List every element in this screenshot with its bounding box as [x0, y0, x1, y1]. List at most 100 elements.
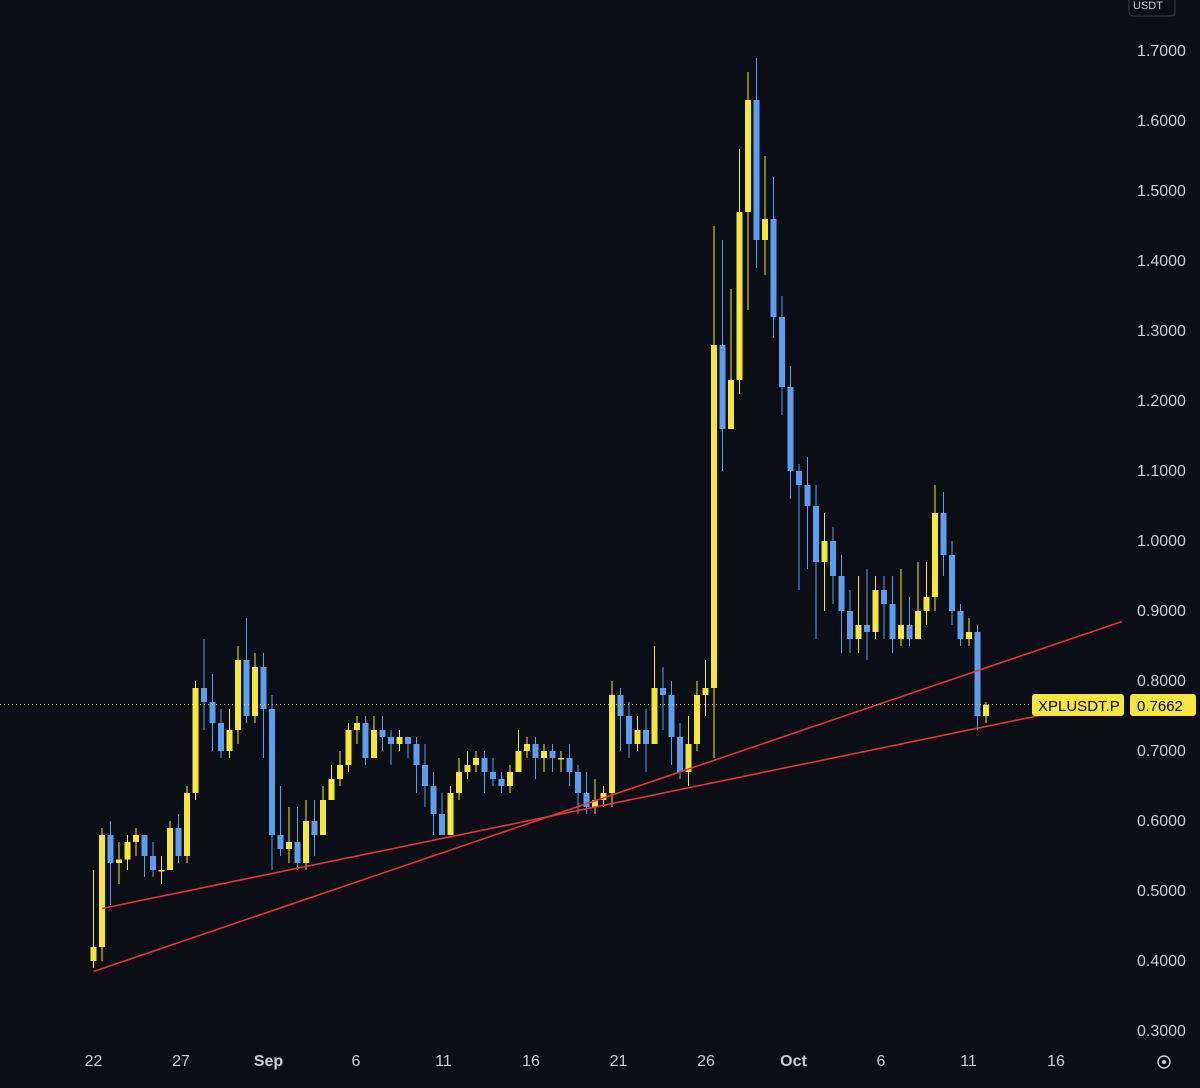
- candle: [379, 716, 386, 751]
- trendlines-layer: [93, 620, 1123, 973]
- candle-body: [371, 730, 377, 758]
- candle-body: [490, 772, 496, 779]
- candle-body: [957, 611, 964, 639]
- candle: [830, 527, 836, 604]
- candle: [821, 513, 828, 611]
- price-tick-label: 0.5000: [1137, 883, 1186, 900]
- candle: [915, 562, 921, 639]
- candle: [362, 716, 369, 765]
- candle: [813, 485, 819, 639]
- candle: [592, 779, 598, 814]
- candle-body: [889, 604, 896, 639]
- price-axis[interactable]: 0.3000 0.4000 0.5000 0.6000 0.7000 0.8000 0.90…: [1137, 43, 1186, 1040]
- candle: [439, 793, 445, 835]
- candle: [889, 576, 896, 653]
- candle-body: [422, 765, 428, 786]
- candle-body: [940, 513, 947, 555]
- candle-body: [473, 758, 479, 765]
- candle-body: [481, 758, 488, 772]
- candle: [430, 772, 437, 835]
- candle-body: [847, 611, 853, 639]
- price-tick-label: 1.1000: [1137, 463, 1186, 480]
- candle: [498, 772, 505, 793]
- candle-body: [558, 758, 564, 760]
- candle: [218, 709, 224, 758]
- candle: [252, 653, 258, 723]
- candle-body: [881, 590, 887, 604]
- time-tick-label: 26: [697, 1053, 715, 1070]
- candle-body: [243, 660, 250, 716]
- candle-body: [855, 625, 862, 639]
- candle: [532, 737, 539, 779]
- candle-body: [362, 723, 369, 758]
- candle-body: [107, 835, 114, 863]
- price-tick-label: 0.8000: [1137, 673, 1186, 690]
- settings-icon[interactable]: [1157, 1055, 1171, 1069]
- candle: [864, 569, 870, 660]
- candle: [124, 835, 131, 870]
- candle-body: [906, 625, 913, 639]
- time-tick-label: 16: [1047, 1053, 1065, 1070]
- candle-body: [209, 702, 216, 723]
- candle: [787, 366, 794, 499]
- candle-body: [337, 765, 343, 779]
- candle-body: [702, 688, 709, 695]
- candle: [702, 660, 709, 716]
- candle: [736, 149, 743, 394]
- price-tick-label: 0.3000: [1137, 1023, 1186, 1040]
- candle-body: [99, 835, 105, 947]
- candle: [974, 625, 981, 730]
- candle: [711, 226, 717, 758]
- candle-body: [124, 842, 131, 860]
- candle: [286, 807, 292, 863]
- candle: [116, 842, 122, 884]
- candle: [413, 737, 420, 793]
- candle-body: [753, 100, 760, 240]
- price-tick-label: 1.6000: [1137, 113, 1186, 130]
- candle-body: [762, 219, 768, 240]
- candle-body: [498, 779, 505, 786]
- candle-body: [915, 611, 921, 639]
- currency-label[interactable]: USDT: [1128, 0, 1176, 17]
- candle: [779, 296, 785, 415]
- candle-body: [218, 723, 224, 751]
- candle-body: [396, 737, 403, 744]
- trendline[interactable]: [101, 697, 1123, 910]
- candle: [456, 758, 462, 800]
- candle-body: [541, 751, 547, 758]
- candle: [957, 604, 964, 646]
- candle: [294, 807, 301, 870]
- candle-body: [804, 485, 811, 506]
- candle-body: [821, 541, 828, 562]
- price-tick-label: 1.4000: [1137, 253, 1186, 270]
- time-tick-label: 6: [877, 1053, 886, 1070]
- candle-body: [838, 576, 845, 611]
- candle-body: [983, 704, 989, 716]
- candle: [141, 835, 148, 877]
- candle-body: [974, 632, 981, 716]
- candle: [728, 289, 734, 429]
- candle: [167, 821, 173, 870]
- candle-body: [668, 695, 675, 737]
- trendline[interactable]: [93, 620, 1123, 973]
- candle: [541, 744, 547, 772]
- candle: [872, 576, 879, 639]
- candle: [855, 576, 862, 653]
- time-axis[interactable]: 22 27 Sep 6 11 16 21 26 Oct 6 11 16: [85, 1053, 1065, 1070]
- candle: [660, 667, 666, 730]
- symbol-tag-text: XPLUSDT.P: [1038, 698, 1120, 715]
- price-tick-label: 0.4000: [1137, 953, 1186, 970]
- candle-body: [549, 751, 556, 758]
- candle: [277, 786, 284, 856]
- time-tick-label: 21: [610, 1053, 628, 1070]
- candle-body: [90, 947, 97, 961]
- time-tick-label: 22: [85, 1053, 103, 1070]
- candle: [235, 646, 241, 744]
- candle: [90, 870, 97, 968]
- candle-body: [201, 688, 207, 702]
- candle: [983, 702, 989, 723]
- candle: [481, 751, 488, 793]
